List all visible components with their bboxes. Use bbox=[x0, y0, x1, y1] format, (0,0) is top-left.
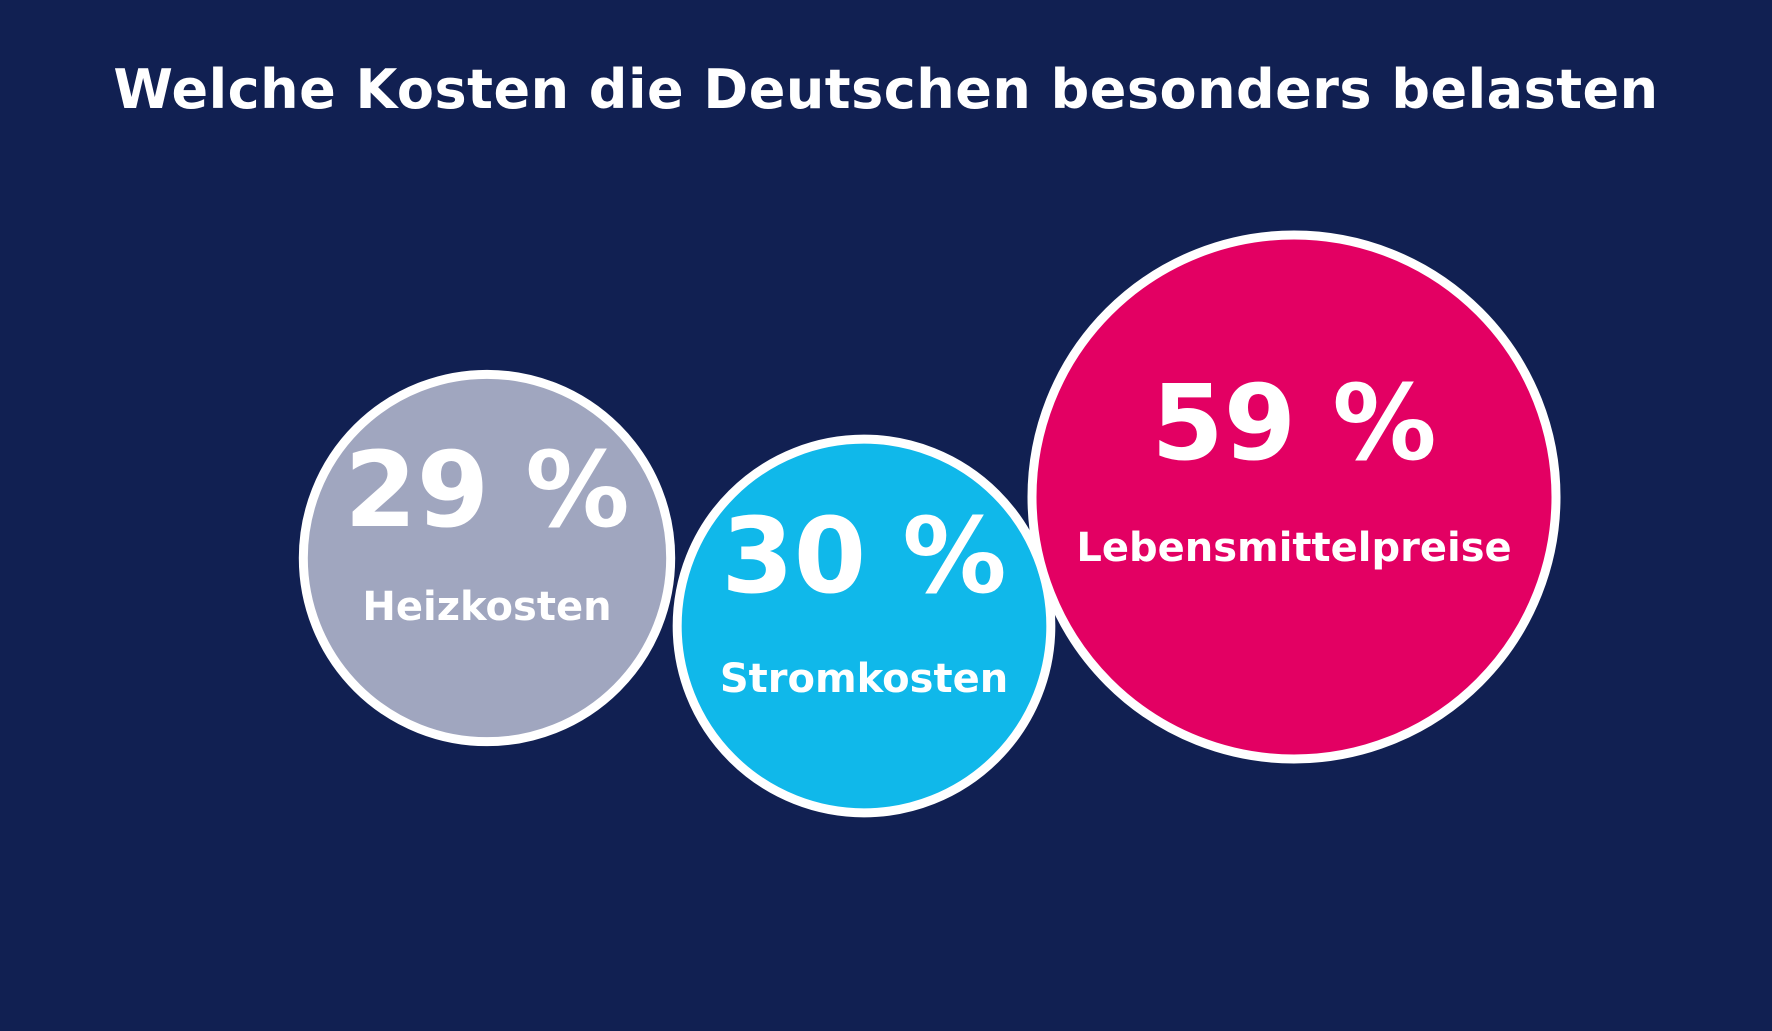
category-label: Stromkosten bbox=[720, 656, 1008, 702]
bubble-lebensmittelpreise: 59 % Lebensmittelpreise bbox=[1027, 230, 1561, 764]
value-label: 29 % bbox=[344, 429, 629, 551]
chart-title: Welche Kosten die Deutschen besonders be… bbox=[113, 58, 1659, 121]
value-label: 30 % bbox=[721, 495, 1006, 617]
bubble-circle bbox=[672, 434, 1056, 818]
bubble-heizkosten: 29 % Heizkosten bbox=[298, 369, 676, 747]
category-label: Heizkosten bbox=[362, 584, 611, 630]
bubble-stromkosten: 30 % Stromkosten bbox=[672, 434, 1056, 818]
bubble-circle bbox=[1027, 230, 1561, 764]
value-label: 59 % bbox=[1151, 362, 1436, 484]
bubble-circle bbox=[298, 369, 676, 747]
category-label: Lebensmittelpreise bbox=[1076, 525, 1511, 571]
